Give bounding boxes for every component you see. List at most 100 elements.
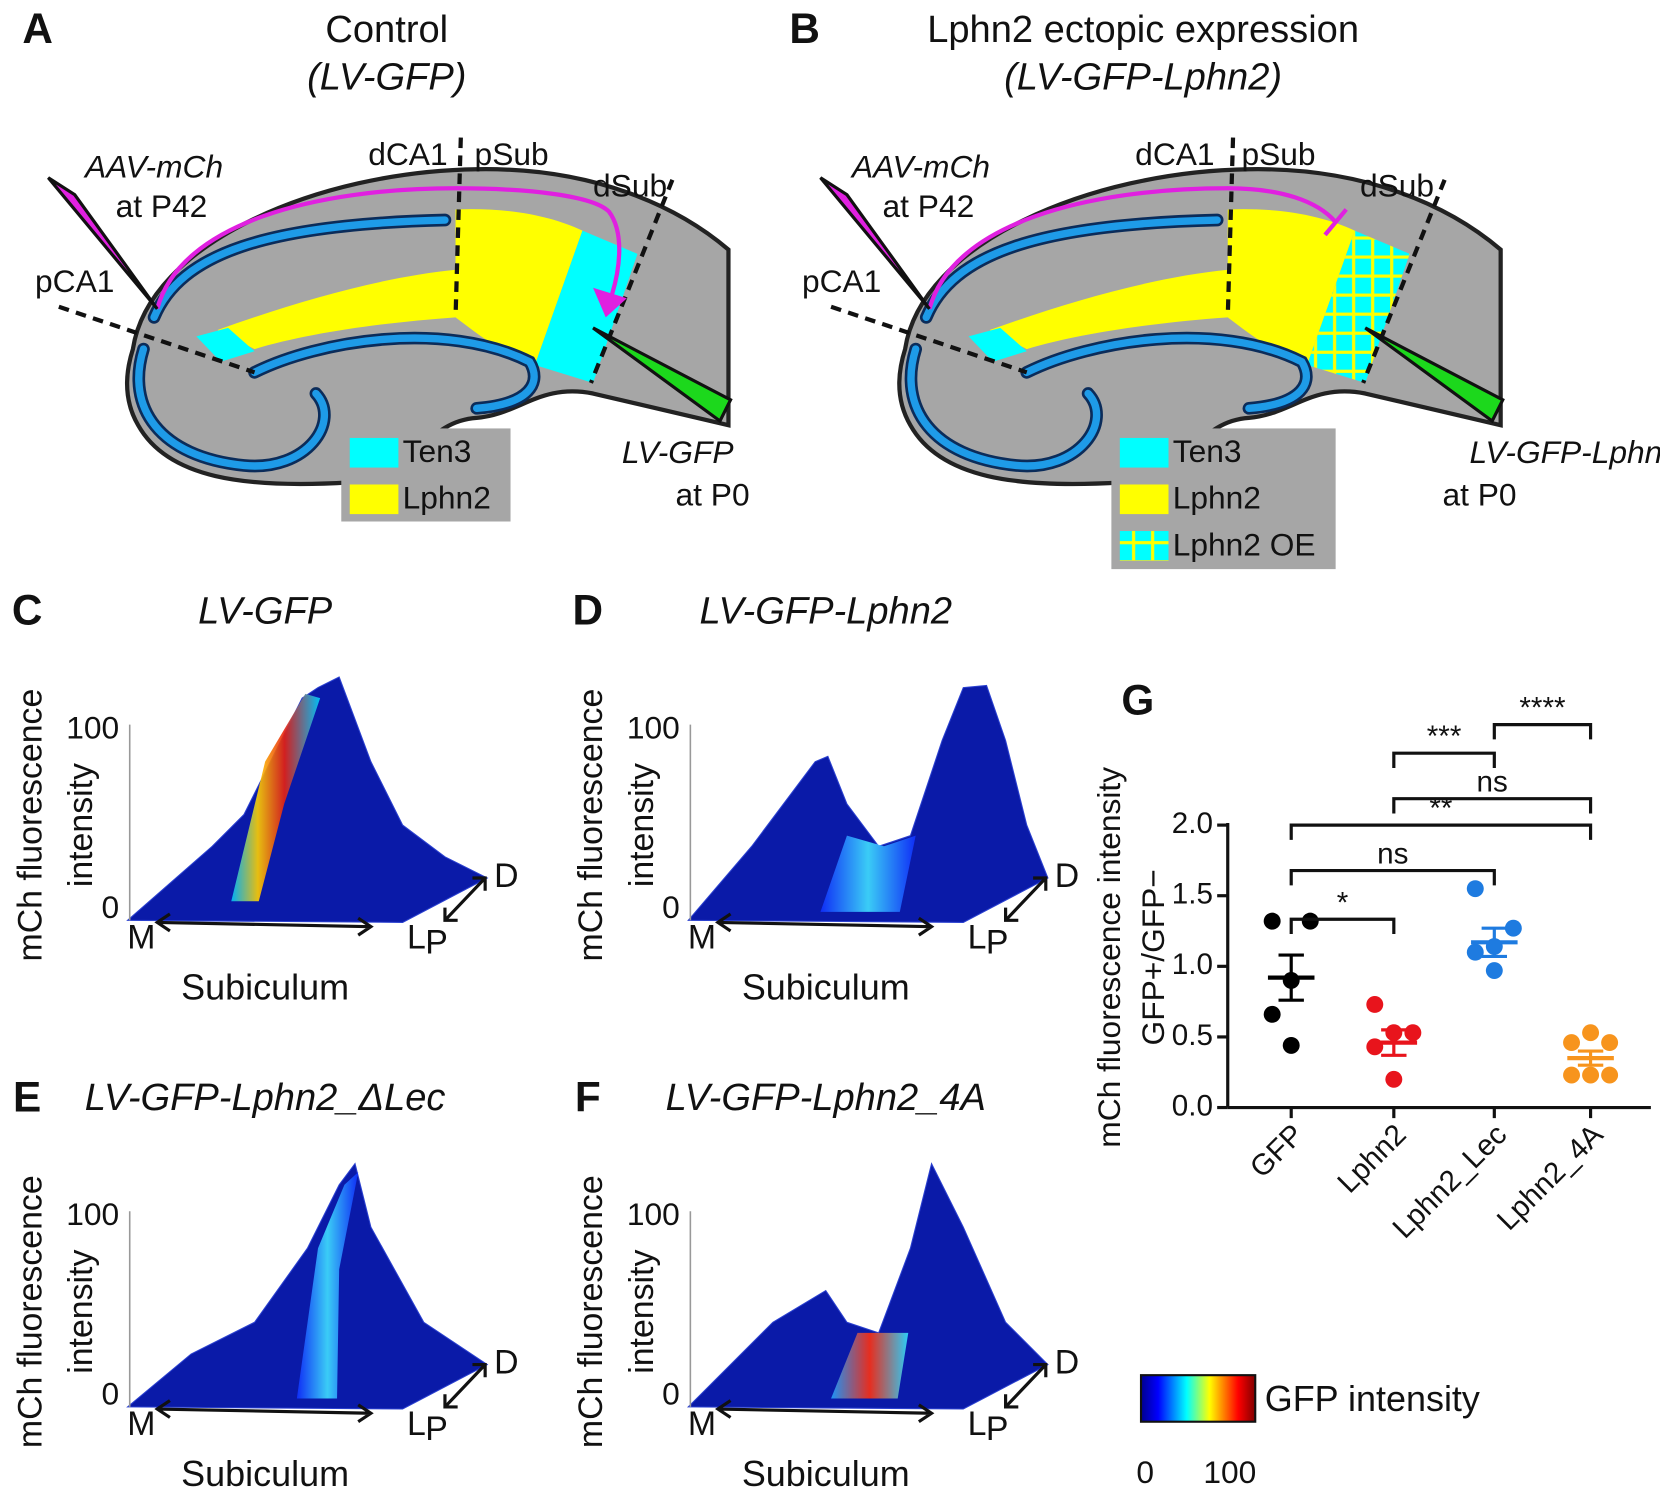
panel-title: LV-GFP (198, 591, 333, 633)
cell-layer (135, 345, 329, 470)
boundary-line (830, 304, 1028, 375)
y-tick-label: 0.5 (1172, 1019, 1213, 1052)
lv-pipette (1364, 326, 1505, 424)
x-axis-label: Subiculum (181, 1453, 349, 1494)
data-point (1282, 1036, 1300, 1054)
panel-letter: B (789, 5, 820, 52)
panel-letter: D (572, 587, 603, 634)
virus-label: LV-GFP-Lphn2 (1470, 434, 1660, 470)
data-point (1582, 1024, 1600, 1042)
y-tick-label: 100 (66, 1196, 119, 1232)
hippocampus-schematic (47, 137, 733, 487)
y-axis-label: mCh fluorescence (572, 689, 610, 962)
data-point (1485, 962, 1503, 980)
ten3-region (968, 327, 1027, 362)
data-point (1263, 912, 1281, 930)
axis-end: M (688, 1405, 716, 1443)
panel-title: LV-GFP-Lphn2_4A (666, 1077, 986, 1119)
y-tick-label: 0 (101, 889, 119, 925)
hippocampus-schematic (819, 137, 1505, 487)
data-point (1466, 943, 1484, 961)
data-point (1385, 1070, 1403, 1088)
projection-arrow (927, 186, 1338, 310)
injection-age: at P42 (116, 188, 208, 224)
gfp-signal (831, 1332, 909, 1399)
surface (687, 684, 1049, 923)
y-tick-label: 0 (101, 1376, 119, 1412)
panel-letter: F (575, 1073, 601, 1120)
y-axis-label: mCh fluorescence intensity (1091, 767, 1127, 1148)
colorbar-tick: 0 (1136, 1454, 1154, 1490)
ml-arrow (715, 912, 935, 937)
region-label: pCA1 (35, 263, 114, 299)
boundary-line (1361, 179, 1447, 384)
projection-block (1323, 208, 1348, 237)
pd-arrow (1004, 1363, 1048, 1409)
data-point (1563, 1034, 1580, 1052)
axis-end: L (407, 1405, 426, 1443)
axis-end: L (968, 918, 987, 956)
ten3-region (534, 230, 638, 383)
region-label: dCA1 (368, 136, 447, 172)
x-tick-label: Lphn2_4A (1491, 1118, 1610, 1237)
y-axis-label: intensity (623, 763, 661, 887)
data-point (1582, 1066, 1600, 1084)
axis-end: D (494, 1344, 518, 1382)
panel-subtitle: (LV-GFP) (307, 56, 466, 98)
legend-swatch (1119, 531, 1169, 561)
legend-label: Ten3 (1173, 433, 1242, 469)
y-tick-label: 0 (662, 1376, 680, 1412)
y-axis-label: mCh fluorescence (572, 1175, 610, 1448)
panel-title: Lphn2 ectopic expression (927, 9, 1359, 51)
surface-plot (126, 1162, 489, 1424)
projection-arrow (155, 186, 622, 310)
significance-bracket (1392, 797, 1593, 814)
aav-pipette (47, 176, 159, 310)
data-point (1301, 912, 1319, 930)
boundary-line (58, 304, 256, 375)
significance-bracket (1289, 869, 1496, 886)
data-point (1466, 880, 1484, 898)
colorbar (1139, 1374, 1257, 1423)
legend-swatch (349, 437, 399, 468)
y-axis-label: intensity (62, 763, 100, 887)
lphn2-region (989, 209, 1355, 365)
lv-pipette (592, 326, 733, 424)
virus-label: LV-GFP (622, 434, 734, 470)
virus-age: at P0 (676, 477, 750, 513)
region-label: dSub (1360, 168, 1434, 204)
region-label: pCA1 (802, 263, 881, 299)
significance-label: *** (1427, 720, 1462, 753)
significance-label: ns (1477, 766, 1508, 799)
x-axis-label: Subiculum (181, 967, 349, 1008)
legend-label: Lphn2 (403, 480, 491, 516)
gfp-signal (231, 693, 321, 902)
axis-end: D (1055, 857, 1079, 895)
injection-age: at P42 (883, 188, 975, 224)
pd-arrow (1004, 876, 1048, 922)
data-point (1504, 919, 1522, 937)
error-bar (1481, 926, 1508, 959)
y-tick-label: 1.0 (1172, 948, 1213, 981)
significance-bracket (1392, 751, 1496, 768)
gfp-signal (296, 1172, 359, 1399)
panel-title: Control (325, 9, 448, 51)
data-point (1366, 995, 1384, 1013)
y-tick-label: 1.5 (1172, 878, 1213, 911)
boundary-line (453, 137, 463, 318)
surface (126, 1162, 489, 1410)
surface (686, 1162, 1049, 1410)
y-axis-label: intensity (62, 1250, 100, 1374)
legend-label: Lphn2 (1173, 480, 1261, 516)
lphn2-region (217, 209, 583, 365)
error-bar (1577, 1049, 1604, 1067)
aav-pipette (819, 176, 931, 310)
axis-end: D (1055, 1344, 1079, 1382)
y-tick-label: 0.0 (1172, 1089, 1213, 1122)
cell-layer (1023, 334, 1310, 413)
axis-end: M (688, 918, 716, 956)
error-bar (1381, 1028, 1407, 1057)
legend-swatch (1119, 437, 1169, 468)
y-tick-label: 100 (627, 709, 680, 745)
